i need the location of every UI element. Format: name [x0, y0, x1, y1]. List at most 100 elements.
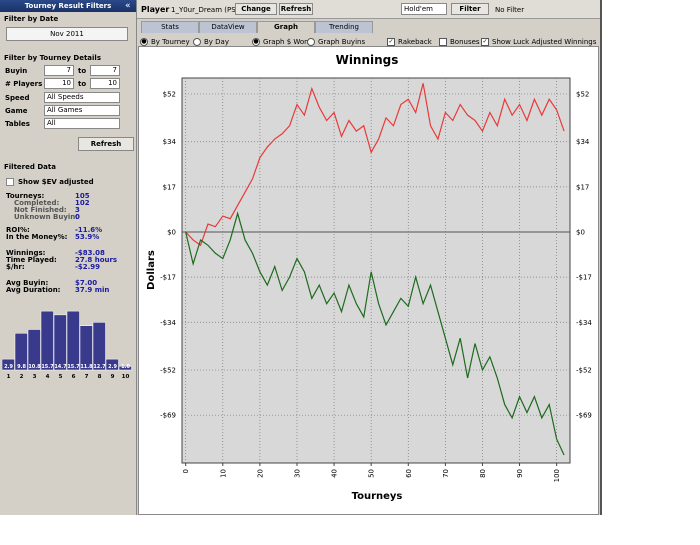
change-button[interactable]: Change: [235, 3, 277, 15]
x-tick-label: 5: [59, 374, 63, 380]
x-tick-label: 90: [516, 469, 524, 478]
option-label: Graph $ Won: [263, 38, 309, 46]
stat-value: 3: [75, 206, 80, 214]
option-label: Rakeback: [398, 38, 432, 46]
y-tick-label: -$69: [160, 412, 176, 420]
heading: Filter by Date: [4, 15, 59, 23]
tab[interactable]: DataView: [199, 21, 257, 33]
radio[interactable]: [307, 38, 315, 46]
bar: [79, 325, 93, 371]
refresh-button[interactable]: Refresh: [279, 3, 313, 15]
bar-label: 15.7: [67, 364, 80, 370]
stat-label: Time Played:: [6, 256, 57, 264]
stat-label: Avg Buyin:: [6, 279, 49, 287]
input[interactable]: 10: [90, 78, 120, 89]
y2-tick-label: $17: [576, 183, 589, 191]
bar-label: 12.7: [93, 364, 106, 370]
checkbox[interactable]: [439, 38, 447, 46]
bar: [14, 333, 28, 371]
x-axis-label: Tourneys: [352, 491, 403, 502]
filter-button[interactable]: Filter: [451, 3, 489, 15]
option-label: Show Luck Adjusted Winnings: [492, 38, 597, 46]
game-dropdown[interactable]: Hold'em: [401, 3, 447, 15]
y-tick-label: -$52: [160, 367, 176, 375]
x-tick-label: 10: [122, 374, 130, 380]
dropdown[interactable]: All Games: [44, 105, 120, 116]
x-tick-label: 50: [368, 469, 376, 478]
stat-label: Winnings:: [6, 249, 46, 257]
option-label: By Tourney: [151, 38, 190, 46]
stat-label: Unknown Buyin:: [14, 213, 79, 221]
label: Game: [5, 107, 28, 115]
y2-tick-label: -$17: [576, 274, 592, 282]
bar-label: 1.0: [121, 364, 130, 370]
stat-value: 37.9 min: [75, 286, 110, 294]
radio[interactable]: [193, 38, 201, 46]
bar-label: 15.7: [41, 364, 54, 370]
x-tick-label: 0: [182, 469, 190, 473]
plot-area: [181, 77, 571, 464]
x-tick-label: 8: [98, 374, 102, 380]
y2-tick-label: $52: [576, 90, 589, 98]
option-label: Graph Buyins: [318, 38, 366, 46]
chart-title: Winnings: [336, 53, 399, 67]
checkbox[interactable]: ✓: [387, 38, 395, 46]
tab[interactable]: Trending: [315, 21, 373, 33]
x-tick-label: 20: [256, 469, 264, 478]
bar: [118, 366, 132, 371]
x-tick-label: 6: [72, 374, 76, 380]
y-tick-label: $17: [163, 183, 176, 191]
date-picker[interactable]: Nov 2011: [6, 27, 128, 41]
bar-label: 11.8: [80, 364, 93, 370]
dropdown[interactable]: All: [44, 118, 120, 129]
sidebar: Tourney Result Filters « Filter by Date …: [0, 0, 137, 515]
radio[interactable]: ●: [140, 38, 148, 46]
bar: [2, 358, 15, 371]
y-tick-label: -$17: [160, 274, 176, 282]
bar-label: 2.9: [108, 364, 117, 370]
series-line: [185, 211, 565, 456]
bar-label: 10.8: [28, 364, 41, 370]
y-tick-label: $0: [167, 229, 176, 237]
label: # Players: [5, 80, 43, 88]
refresh-button[interactable]: Refresh: [78, 137, 134, 151]
stat-value: -$83.08: [75, 249, 105, 257]
label: to: [78, 80, 87, 88]
y2-tick-label: $34: [576, 138, 590, 146]
y2-tick-label: -$34: [576, 319, 592, 327]
x-tick-label: 2: [20, 374, 24, 380]
dropdown[interactable]: All Speeds: [44, 92, 120, 103]
input[interactable]: 7: [90, 65, 120, 76]
x-tick-label: 80: [479, 469, 487, 478]
x-tick-label: 7: [85, 374, 89, 380]
bar-label: 2.9: [4, 364, 13, 370]
stat-label: In the Money%:: [6, 233, 68, 241]
stat-label: Not Finished:: [14, 206, 67, 214]
bar-label: 9.8: [17, 364, 26, 370]
y2-tick-label: -$69: [576, 412, 592, 420]
label: Speed: [5, 94, 30, 102]
stat-value: 53.9%: [75, 233, 100, 241]
radio[interactable]: ●: [252, 38, 260, 46]
x-tick-label: 3: [33, 374, 37, 380]
tab[interactable]: Stats: [141, 21, 199, 33]
stat-value: 102: [75, 199, 90, 207]
stat-value: 0: [75, 213, 80, 221]
heading: Filter by Tourney Details: [4, 54, 101, 62]
input[interactable]: 10: [44, 78, 74, 89]
x-tick-label: 9: [111, 374, 115, 380]
collapse[interactable]: «: [125, 1, 131, 11]
bar: [105, 358, 119, 371]
input[interactable]: 7: [44, 65, 74, 76]
label: Player: [141, 5, 170, 14]
stat-value: $7.00: [75, 279, 98, 287]
histogram: 2.9 1 9.8 2 10.8 3 15.7 4 14.7 5 15.7 6 11.8 7 12.7 8 2.…: [2, 310, 132, 380]
checkbox[interactable]: [6, 178, 14, 186]
checkbox[interactable]: ✓: [481, 38, 489, 46]
bar: [53, 314, 67, 371]
sidebar-header: Tourney Result Filters: [0, 0, 136, 12]
main-panel: Player 1_Y0ur_Dream (PS) Change Refresh …: [137, 0, 602, 515]
heading: Filtered Data: [4, 163, 56, 171]
tab[interactable]: Graph: [257, 21, 315, 33]
